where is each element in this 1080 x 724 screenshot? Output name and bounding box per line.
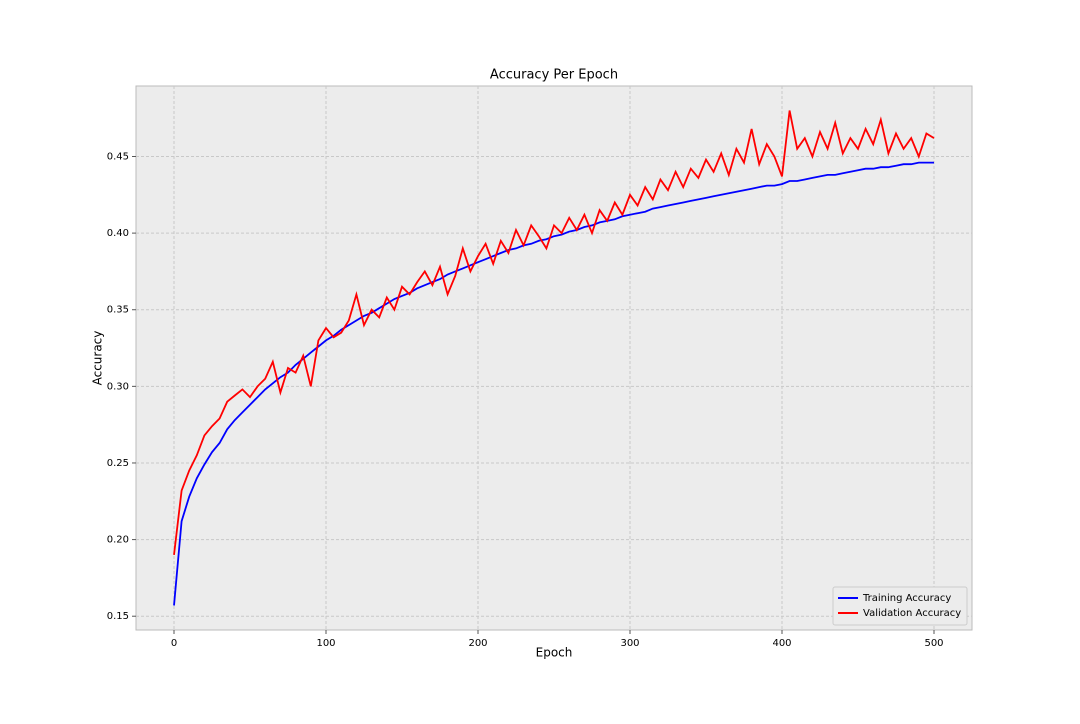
x-tick-label: 300 xyxy=(620,638,639,649)
series-line xyxy=(173,110,935,556)
x-tick-label: 100 xyxy=(316,638,335,649)
x-tick-label: 200 xyxy=(468,638,487,649)
x-tick-label: 400 xyxy=(772,638,791,649)
y-tick-label: 0.25 xyxy=(107,458,129,469)
legend-box xyxy=(832,586,968,626)
y-tick-label: 0.45 xyxy=(107,151,129,162)
x-axis-label: Epoch xyxy=(536,646,573,660)
y-tick-label: 0.40 xyxy=(107,228,129,239)
x-tick-label: 500 xyxy=(924,638,943,649)
lines xyxy=(173,110,935,606)
y-tick-label: 0.35 xyxy=(107,305,129,316)
chart-title: Accuracy Per Epoch xyxy=(490,68,618,83)
plot-area xyxy=(135,85,973,631)
y-tick-label: 0.30 xyxy=(107,381,129,392)
x-tick-label: 0 xyxy=(171,638,177,649)
y-axis-label: Accuracy xyxy=(91,331,105,386)
legend-label: Training Accuracy xyxy=(862,593,951,604)
grid: 0.15 0.20 0.25 0.30 0.35 0.40 0.45 0 100 200 300 40… xyxy=(107,86,972,649)
legend-label: Validation Accuracy xyxy=(863,608,961,619)
y-tick-label: 0.20 xyxy=(107,535,129,546)
y-tick-label: 0.15 xyxy=(107,611,129,622)
legend: Training Accuracy Validation Accuracy xyxy=(832,586,968,626)
